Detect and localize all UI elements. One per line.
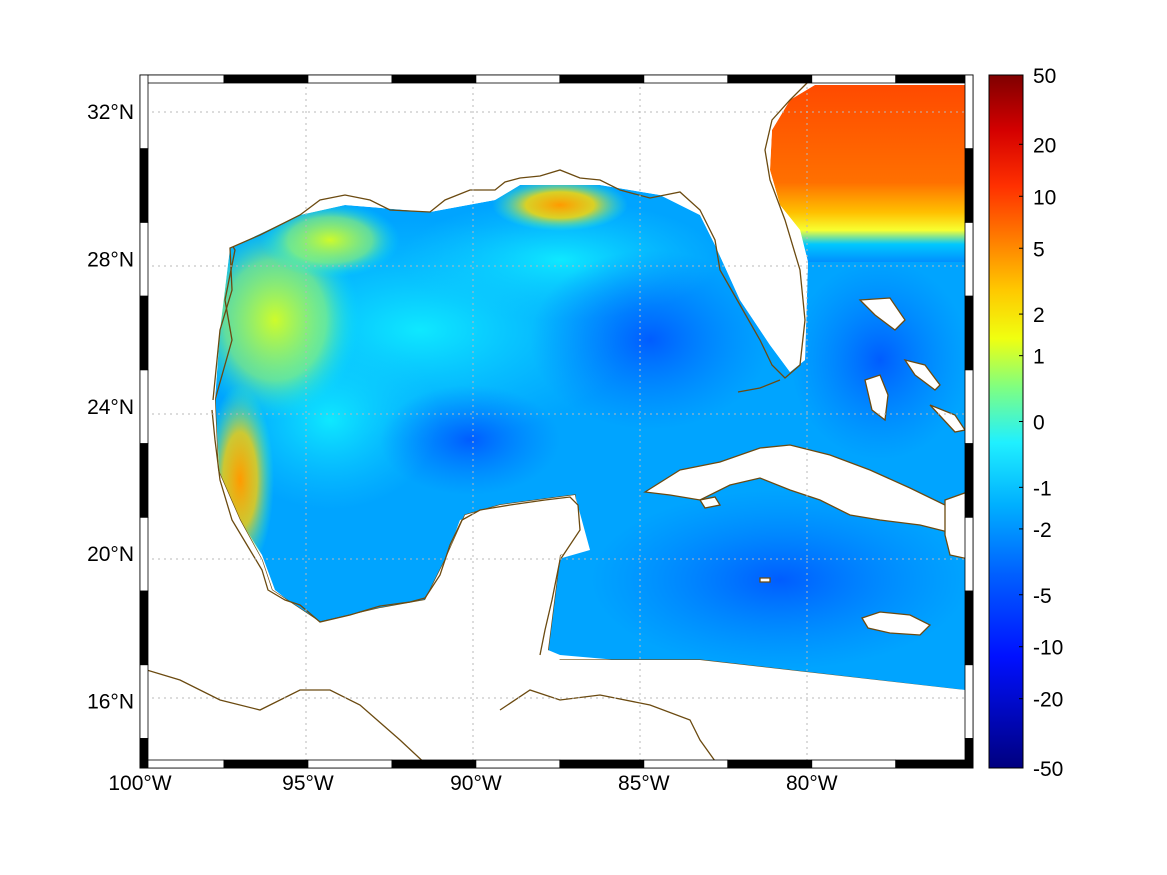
frame-segment [964, 74, 974, 150]
x-tick-label: 95°W [282, 772, 334, 795]
y-tick-labels: 32°N 28°N 24°N 20°N 16°N [87, 101, 134, 714]
frame-segment [559, 74, 645, 84]
island-cayman [759, 577, 771, 583]
y-tick-label: 28°N [87, 248, 134, 271]
colorbar-tick-label: 2 [1033, 304, 1045, 327]
frame-segment [895, 74, 974, 84]
frame-segment [139, 664, 149, 739]
frame-bottom [139, 759, 974, 769]
frame-left [139, 74, 149, 769]
frame-segment [139, 222, 149, 297]
y-tick-label: 32°N [87, 101, 134, 124]
island-isla-juventud [698, 496, 722, 509]
colorbar-tick-label: -2 [1033, 519, 1052, 542]
colorbar-tick-label: -5 [1033, 585, 1052, 608]
frame-segment [727, 74, 813, 84]
grid-lines [140, 75, 973, 768]
frame-right [964, 74, 974, 769]
colorbar-tick-label: -10 [1033, 637, 1063, 660]
island-andros [864, 374, 889, 422]
colorbar-tick-label: 1 [1033, 346, 1045, 369]
frame-segment [964, 590, 974, 666]
frame-top [139, 74, 974, 84]
frame-segment [559, 759, 645, 769]
coast-central-america [140, 667, 431, 768]
coast-mexico [211, 409, 581, 656]
coast-us-gulf [211, 75, 816, 411]
colorbar-tick-label: 50 [1033, 65, 1056, 88]
coastlines [140, 75, 973, 768]
frame-segment [139, 738, 149, 769]
colorbar-tick-label: -50 [1033, 758, 1063, 781]
atlantic-field [770, 85, 965, 262]
frame-segment [964, 738, 974, 769]
island-abaco [858, 297, 906, 331]
frame-segment [643, 74, 729, 84]
frame-segment [964, 295, 974, 371]
delta-warm [492, 179, 628, 231]
straits-blue [790, 260, 970, 460]
y-tick-label: 20°N [87, 543, 134, 566]
colorbar-tick-label: -20 [1033, 689, 1063, 712]
x-tick-label: 100°W [108, 772, 171, 795]
land-mexico-west [140, 400, 973, 768]
map-frame [139, 74, 974, 769]
frame-segment [139, 443, 149, 518]
island-jamaica [861, 611, 932, 636]
frame-segment [964, 516, 974, 592]
frame-segment [139, 74, 149, 150]
colorbar-tick-label: 20 [1033, 134, 1056, 157]
frame-segment [223, 74, 309, 84]
frame-segment [139, 759, 225, 769]
x-tick-label: 85°W [618, 772, 670, 795]
x-tick-labels: 100°W 95°W 90°W 85°W 80°W [108, 772, 837, 795]
y-tick-label: 24°N [87, 396, 134, 419]
frame-segment [727, 759, 813, 769]
colorbar-scale [988, 74, 1024, 769]
frame-segment [223, 759, 309, 769]
frame-segment [475, 759, 561, 769]
frame-segment [139, 590, 149, 666]
colorbar-tick-label: 0 [1033, 412, 1045, 435]
colorbar-tick-label: -1 [1033, 477, 1052, 500]
data-field [190, 85, 970, 690]
frame-segment [307, 74, 393, 84]
eastern-gulf-blue [530, 250, 770, 430]
x-tick-label: 80°W [786, 772, 838, 795]
coast-honduras [499, 689, 721, 768]
frame-segment [811, 74, 897, 84]
island-eleuthera [903, 358, 941, 391]
frame-segment [391, 759, 477, 769]
frame-segment [964, 369, 974, 445]
land-north [140, 75, 815, 400]
texas-shelf-warm [260, 202, 400, 278]
y-tick-label: 16°N [87, 691, 134, 714]
frame-segment [895, 759, 974, 769]
frame-segment [964, 664, 974, 739]
frame-segment [307, 759, 393, 769]
colorbar-tick-label: 10 [1033, 186, 1056, 209]
florida-keys [737, 379, 781, 393]
frame-segment [139, 516, 149, 592]
frame-segment [811, 759, 897, 769]
frame-segment [643, 759, 729, 769]
frame-segment [475, 74, 561, 84]
south-gulf-blue [380, 385, 560, 495]
frame-segment [964, 222, 974, 297]
frame-segment [964, 443, 974, 518]
frame-segment [964, 148, 974, 223]
frame-segment [139, 295, 149, 371]
frame-segment [139, 148, 149, 223]
frame-segment [391, 74, 477, 84]
colorbar-tick-label: 5 [1033, 238, 1045, 261]
frame-segment [139, 74, 225, 84]
frame-segment [139, 369, 149, 445]
x-tick-label: 90°W [450, 772, 502, 795]
